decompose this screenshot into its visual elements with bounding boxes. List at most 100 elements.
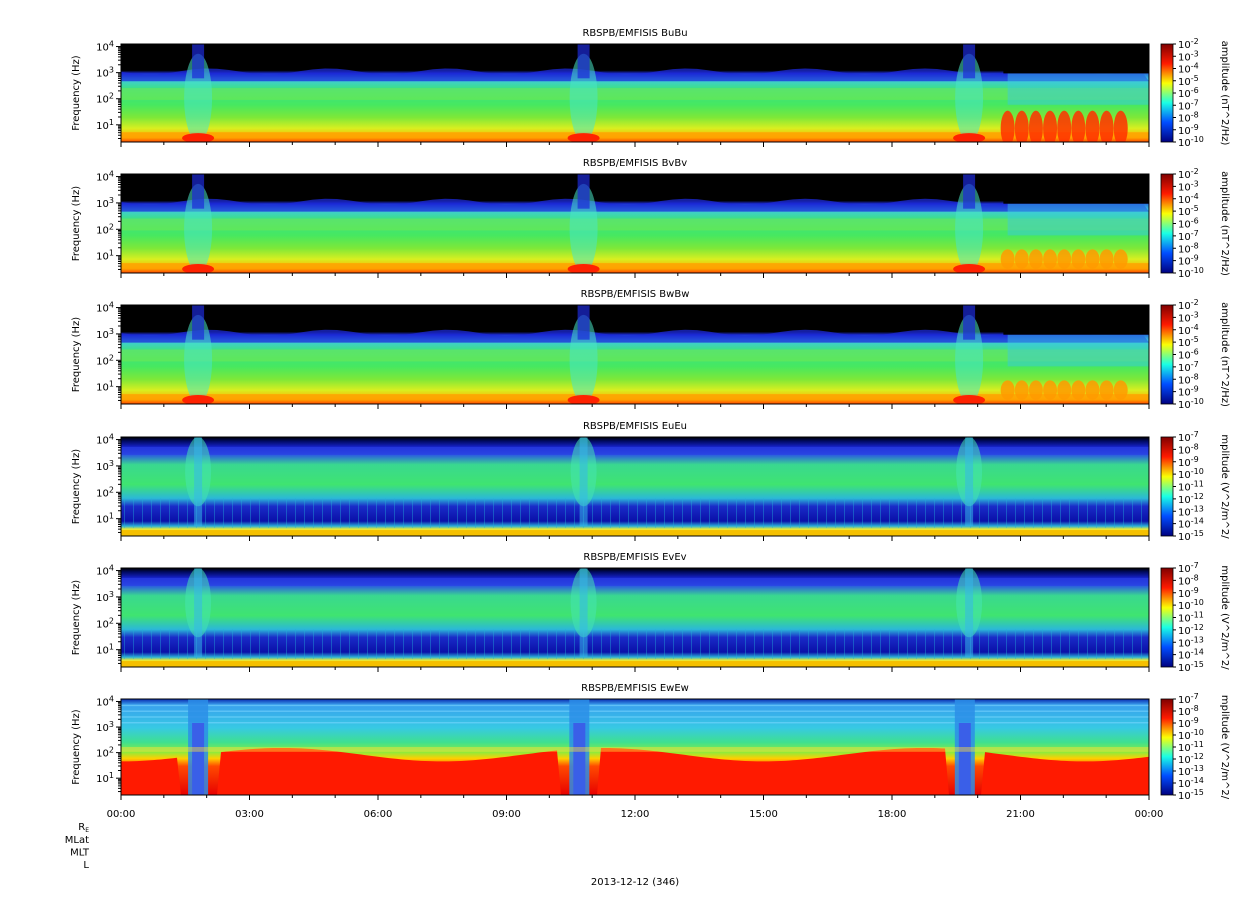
colorbar-tick-label: 10-11 bbox=[1178, 740, 1204, 754]
y-tick-label: 101 bbox=[96, 380, 114, 394]
y-tick-label: 101 bbox=[96, 118, 114, 132]
spectrogram-image bbox=[121, 437, 1149, 536]
colorbar-label: mplitude (V^2/m^2/ bbox=[1219, 695, 1230, 800]
panel-title: RBSPB/EMFISIS BvBv bbox=[583, 158, 687, 169]
panel-title: RBSPB/EMFISIS EwEw bbox=[581, 683, 689, 694]
colorbar-tick-label: 10-15 bbox=[1178, 788, 1204, 802]
colorbar-tick-label: 10-12 bbox=[1178, 752, 1204, 766]
panel-title: RBSPB/EMFISIS EvEv bbox=[583, 552, 686, 563]
colorbar-tick-label: 10-10 bbox=[1178, 598, 1204, 612]
colorbar-tick-label: 10-13 bbox=[1178, 764, 1204, 778]
colorbar-tick-label: 10-10 bbox=[1178, 397, 1204, 411]
y-axis-label: Frequency (Hz) bbox=[71, 55, 82, 131]
y-tick-label: 101 bbox=[96, 643, 114, 657]
colorbar-tick-label: 10-7 bbox=[1178, 561, 1199, 575]
colorbar-tick-label: 10-7 bbox=[1178, 430, 1199, 444]
y-tick-label: 104 bbox=[96, 564, 114, 578]
y-axis-label: Frequency (Hz) bbox=[71, 186, 82, 262]
y-tick-label: 103 bbox=[96, 66, 114, 80]
x-tick-label: 15:00 bbox=[749, 809, 778, 820]
colorbar-tick-label: 10-6 bbox=[1178, 86, 1199, 100]
colorbar-tick-label: 10-8 bbox=[1178, 573, 1199, 587]
y-axis-label: Frequency (Hz) bbox=[71, 580, 82, 656]
y-tick-label: 101 bbox=[96, 771, 114, 785]
colorbar-tick-label: 10-14 bbox=[1178, 648, 1204, 662]
colorbar-tick-label: 10-15 bbox=[1178, 529, 1204, 543]
colorbar-tick-label: 10-5 bbox=[1178, 204, 1199, 218]
colorbar-label: amplitude (nT^2/Hz) bbox=[1219, 171, 1230, 276]
spectrogram-image bbox=[121, 174, 1149, 273]
colorbar-tick-label: 10-13 bbox=[1178, 635, 1204, 649]
colorbar-label: mplitude (V^2/m^2/ bbox=[1219, 565, 1230, 670]
colorbar-tick-label: 10-10 bbox=[1178, 728, 1204, 742]
colorbar-tick-label: 10-4 bbox=[1178, 323, 1199, 337]
colorbar-tick-label: 10-3 bbox=[1178, 179, 1199, 193]
colorbar-tick-label: 10-15 bbox=[1178, 660, 1204, 674]
colorbar-tick-label: 10-8 bbox=[1178, 704, 1199, 718]
colorbar-tick-label: 10-8 bbox=[1178, 442, 1199, 456]
colorbar bbox=[1160, 698, 1174, 796]
spectrogram-image bbox=[121, 568, 1149, 667]
panel-4: RBSPB/EMFISIS EuEu 101 102 103 104 Frequency … bbox=[71, 421, 1230, 543]
colorbar-tick-label: 10-9 bbox=[1178, 385, 1199, 399]
panel-title: RBSPB/EMFISIS EuEu bbox=[583, 421, 687, 432]
y-tick-label: 101 bbox=[96, 512, 114, 526]
y-tick-label: 104 bbox=[96, 170, 114, 184]
colorbar-tick-label: 10-8 bbox=[1178, 111, 1199, 125]
panel-title: RBSPB/EMFISIS BwBw bbox=[581, 289, 690, 300]
colorbar-tick-label: 10-13 bbox=[1178, 504, 1204, 518]
y-tick-label: 104 bbox=[96, 433, 114, 447]
colorbar-tick-label: 10-7 bbox=[1178, 229, 1199, 243]
y-tick-label: 102 bbox=[96, 616, 114, 630]
colorbar-label: amplitude (nT^2/Hz) bbox=[1219, 302, 1230, 407]
x-tick-label: 09:00 bbox=[492, 809, 521, 820]
panel-2: RBSPB/EMFISIS BvBv 101 102 103 104 Frequency … bbox=[71, 158, 1230, 280]
colorbar-label: amplitude (nT^2/Hz) bbox=[1219, 41, 1230, 146]
colorbar-tick-label: 10-8 bbox=[1178, 372, 1199, 386]
y-tick-label: 103 bbox=[96, 720, 114, 734]
colorbar-tick-label: 10-3 bbox=[1178, 310, 1199, 324]
x-tick-label: 12:00 bbox=[621, 809, 650, 820]
x-tick-label: 00:00 bbox=[1135, 809, 1164, 820]
panel-5: RBSPB/EMFISIS EvEv 101 102 103 104 Frequency … bbox=[71, 552, 1230, 674]
colorbar-tick-label: 10-6 bbox=[1178, 217, 1199, 231]
x-tick-label: 21:00 bbox=[1006, 809, 1035, 820]
colorbar-tick-label: 10-14 bbox=[1178, 517, 1204, 531]
y-tick-label: 102 bbox=[96, 222, 114, 236]
spectrogram-image bbox=[121, 44, 1149, 142]
colorbar-tick-label: 10-4 bbox=[1178, 62, 1199, 76]
footer-date: 2013-12-12 (346) bbox=[591, 877, 679, 888]
panel-6: RBSPB/EMFISIS EwEw 101 102 103 104 Frequency … bbox=[71, 683, 1230, 802]
panel-title: RBSPB/EMFISIS BuBu bbox=[582, 28, 687, 39]
colorbar-tick-label: 10-7 bbox=[1178, 98, 1199, 112]
colorbar-tick-label: 10-2 bbox=[1178, 37, 1199, 51]
y-tick-label: 102 bbox=[96, 485, 114, 499]
colorbar-tick-label: 10-5 bbox=[1178, 335, 1199, 349]
y-axis-label: Frequency (Hz) bbox=[71, 709, 82, 785]
y-axis-label: Frequency (Hz) bbox=[71, 449, 82, 525]
colorbar-tick-label: 10-12 bbox=[1178, 492, 1204, 506]
panel-3: RBSPB/EMFISIS BwBw 101 102 103 104 Frequency … bbox=[71, 289, 1230, 411]
colorbar-tick-label: 10-9 bbox=[1178, 455, 1199, 469]
ephemeris-re-label: RE bbox=[78, 822, 89, 834]
colorbar bbox=[1160, 567, 1174, 668]
colorbar-tick-label: 10-8 bbox=[1178, 241, 1199, 255]
y-tick-label: 103 bbox=[96, 327, 114, 341]
colorbar bbox=[1160, 43, 1174, 143]
y-tick-label: 102 bbox=[96, 353, 114, 367]
x-tick-label: 06:00 bbox=[364, 809, 393, 820]
colorbar-tick-label: 10-7 bbox=[1178, 692, 1199, 706]
colorbar-tick-label: 10-9 bbox=[1178, 254, 1199, 268]
panel-1: RBSPB/EMFISIS BuBu 101 102 103 104 Frequency … bbox=[71, 28, 1230, 149]
x-tick-label: 18:00 bbox=[878, 809, 907, 820]
colorbar-tick-label: 10-9 bbox=[1178, 716, 1199, 730]
y-tick-label: 103 bbox=[96, 459, 114, 473]
colorbar-tick-label: 10-11 bbox=[1178, 611, 1204, 625]
colorbar-tick-label: 10-3 bbox=[1178, 49, 1199, 63]
colorbar-tick-label: 10-10 bbox=[1178, 135, 1204, 149]
y-tick-label: 101 bbox=[96, 249, 114, 263]
colorbar-tick-label: 10-2 bbox=[1178, 167, 1199, 181]
ephemeris-label: MLat bbox=[65, 835, 89, 846]
